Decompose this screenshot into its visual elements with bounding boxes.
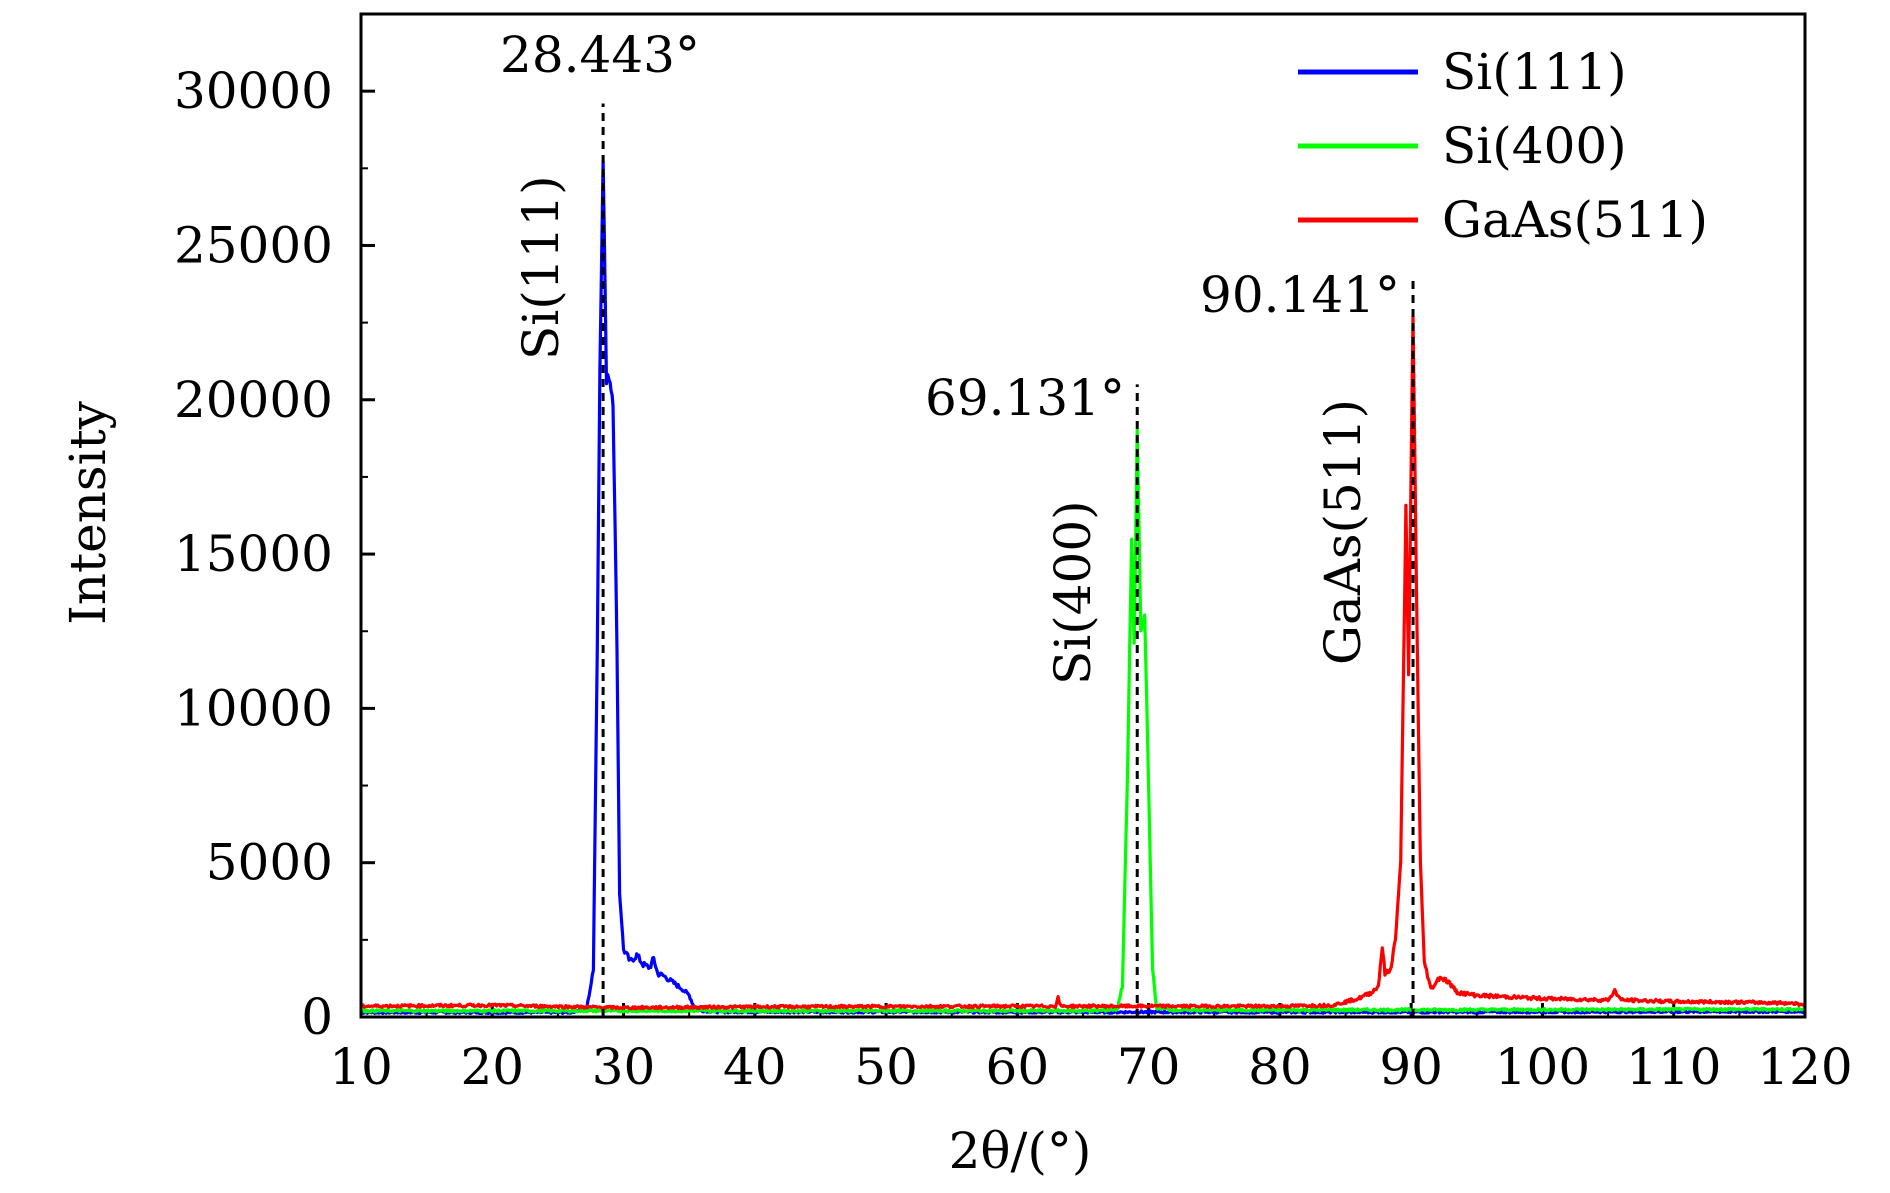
y-tick-label: 0 bbox=[301, 988, 333, 1046]
legend-label-gaas511: GaAs(511) bbox=[1442, 191, 1708, 249]
x-tick-label: 120 bbox=[1757, 1038, 1852, 1096]
annot-90141: 90.141° bbox=[1200, 266, 1400, 324]
x-tick-label: 80 bbox=[1248, 1038, 1312, 1096]
x-tick-label: 100 bbox=[1495, 1038, 1590, 1096]
y-tick-label: 20000 bbox=[174, 371, 333, 429]
x-tick-label: 90 bbox=[1379, 1038, 1443, 1096]
y-tick-label: 30000 bbox=[174, 62, 333, 120]
y-axis-title: Intensity bbox=[59, 400, 117, 625]
peak-label-gaas511: GaAs(511) bbox=[1314, 399, 1372, 665]
y-tick-label: 25000 bbox=[174, 216, 333, 274]
legend-label-si111: Si(111) bbox=[1442, 43, 1627, 101]
x-tick-label: 50 bbox=[854, 1038, 918, 1096]
annot-69131: 69.131° bbox=[925, 369, 1125, 427]
x-tick-label: 10 bbox=[329, 1038, 393, 1096]
annotation-layer bbox=[601, 103, 1415, 1017]
plot-frame bbox=[359, 12, 1807, 1019]
x-tick-label: 40 bbox=[723, 1038, 787, 1096]
x-axis-title: 2θ/(°) bbox=[949, 1122, 1092, 1180]
peak-label-si111: Si(111) bbox=[512, 175, 570, 360]
x-tick-label: 20 bbox=[460, 1038, 524, 1096]
y-tick-label: 15000 bbox=[174, 525, 333, 583]
y-tick-label: 10000 bbox=[174, 679, 333, 737]
x-tick-label: 110 bbox=[1626, 1038, 1721, 1096]
peak-label-si400: Si(400) bbox=[1044, 500, 1102, 685]
x-tick-label: 30 bbox=[592, 1038, 656, 1096]
tick-labels: 10 20 30 40 50 60 70 80 90 100 110 120 0 5000 10000 150… bbox=[174, 62, 1853, 1096]
annot-28443: 28.443° bbox=[500, 26, 700, 84]
x-tick-label: 60 bbox=[986, 1038, 1050, 1096]
y-tick-label: 5000 bbox=[206, 834, 333, 892]
series-line-gaas511 bbox=[359, 314, 1806, 1011]
legend-label-si400: Si(400) bbox=[1442, 117, 1627, 175]
legend: Si(111) Si(400) GaAs(511) bbox=[1298, 43, 1708, 249]
x-tick-label: 70 bbox=[1117, 1038, 1181, 1096]
